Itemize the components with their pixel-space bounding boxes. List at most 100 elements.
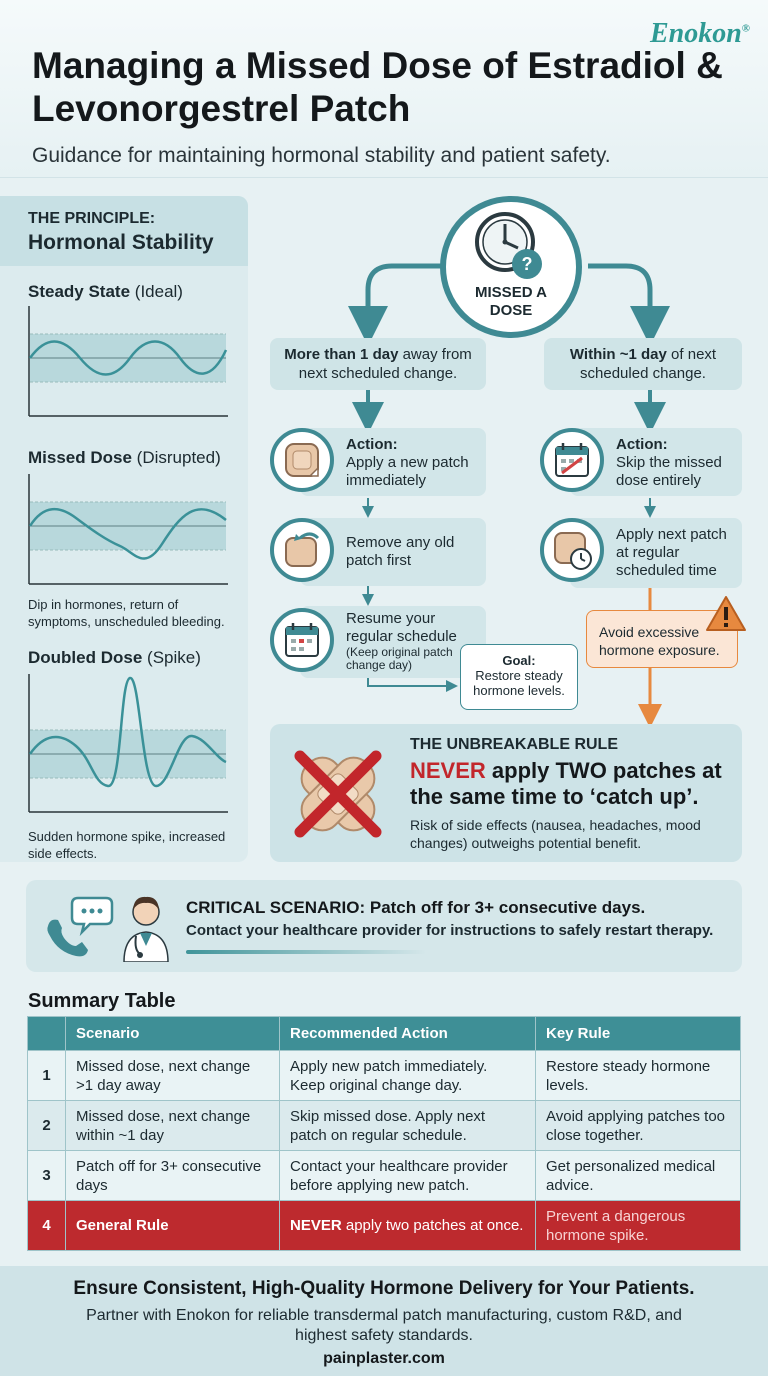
- critical-accent-bar: [186, 950, 426, 954]
- row-num: 3: [27, 1150, 66, 1201]
- left-step-resume-text: Resume your regular schedule: [346, 610, 457, 645]
- header-scenario: Scenario: [65, 1016, 280, 1051]
- row-scenario: Missed dose, next change within ~1 day: [65, 1100, 280, 1151]
- principle-panel: THE PRINCIPLE: Hormonal Stability Steady…: [0, 196, 248, 862]
- left-step-remove-text: Remove any old patch first: [346, 534, 455, 569]
- brand-mark: ®: [741, 22, 750, 35]
- branch-right-text: of next scheduled change.: [580, 346, 717, 382]
- rule-main-text: apply TWO patches at the same time to ‘c…: [410, 758, 722, 809]
- remove-patch-icon-circle: [270, 518, 334, 582]
- missed-dose-chart: [28, 474, 228, 585]
- patch-clock-icon: [554, 532, 592, 570]
- patch-icon: [285, 443, 319, 477]
- left-step-resume: Resume your regular schedule (Keep origin…: [300, 606, 486, 678]
- branch-left-bold: More than 1 day: [284, 346, 399, 363]
- header-action: Recommended Action: [279, 1016, 536, 1051]
- calendar-icon: [285, 623, 319, 657]
- row-num: 4: [27, 1200, 66, 1251]
- row-rule: Avoid applying patches too close togethe…: [535, 1100, 741, 1151]
- steady-state-name: Steady State: [28, 282, 131, 301]
- brand-logo: Enokon®: [650, 18, 750, 50]
- rule-main: NEVER apply TWO patches at the same time…: [410, 758, 740, 810]
- rule-kicker: THE UNBREAKABLE RULE: [410, 736, 618, 753]
- branch-right-bold: Within ~1 day: [569, 346, 667, 363]
- summary-title: Summary Table: [28, 990, 176, 1012]
- row-action-never: NEVER: [290, 1217, 342, 1234]
- right-step-next-text: Apply next patch at regular scheduled ti…: [616, 526, 727, 579]
- goal-text: Restore steady hormone levels.: [473, 668, 565, 698]
- critical-scenario-panel: CRITICAL SCENARIO: Patch off for 3+ cons…: [26, 880, 742, 972]
- missed-dose-label: MISSED A DOSE: [475, 284, 547, 319]
- row-rule: Get personalized medical advice.: [535, 1150, 741, 1201]
- footer: Ensure Consistent, High-Quality Hormone …: [0, 1266, 768, 1376]
- svg-text:?: ?: [522, 254, 533, 274]
- row-scenario: Patch off for 3+ consecutive days: [65, 1150, 280, 1201]
- doubled-dose-name: Doubled Dose: [28, 648, 143, 667]
- critical-text: Contact your healthcare provider for ins…: [186, 922, 714, 939]
- header-rule: Key Rule: [535, 1016, 741, 1051]
- left-step-action: Action: Apply a new patch immediately: [300, 428, 486, 496]
- right-step-action-text: Skip the missed dose entirely: [616, 454, 722, 489]
- page-title: Managing a Missed Dose of Estradiol & Le…: [32, 45, 723, 129]
- row-action: NEVER apply two patches at once.: [279, 1200, 536, 1251]
- flow-connectors: [348, 263, 670, 728]
- footer-headline: Ensure Consistent, High-Quality Hormone …: [73, 1278, 695, 1299]
- row-rule: Prevent a dangerous hormone spike.: [535, 1200, 741, 1251]
- left-step-resume-note: (Keep original patch change day): [346, 645, 453, 672]
- steady-state-qualifier: (Ideal): [134, 282, 183, 301]
- row-num: 2: [27, 1100, 66, 1151]
- summary-table: Scenario Recommended Action Key Rule 1 M…: [27, 1016, 741, 1251]
- table-header-row: Scenario Recommended Action Key Rule: [27, 1016, 741, 1051]
- doubled-dose-qualifier: (Spike): [147, 648, 201, 667]
- steady-state-chart: [28, 306, 228, 417]
- row-action: Contact your healthcare provider before …: [279, 1150, 536, 1201]
- principle-kicker: THE PRINCIPLE:: [28, 210, 156, 227]
- left-step-action-text: Apply a new patch immediately: [346, 454, 469, 489]
- no-double-patch-icon: [294, 750, 382, 838]
- branch-left-text: away from next scheduled change.: [298, 346, 472, 382]
- doubled-dose-caption: Sudden hormone spike, increased side eff…: [28, 829, 226, 861]
- table-row: 3 Patch off for 3+ consecutive days Cont…: [27, 1150, 741, 1201]
- missed-dose-title: Missed Dose (Disrupted): [28, 448, 221, 468]
- row-scenario: Missed dose, next change >1 day away: [65, 1050, 280, 1101]
- row-action: Apply new patch immediately. Keep origin…: [279, 1050, 536, 1101]
- warning-text: Avoid excessive hormone exposure.: [599, 624, 720, 658]
- rule-note: Risk of side effects (nausea, headaches,…: [410, 817, 701, 851]
- steady-state-title: Steady State (Ideal): [28, 282, 183, 302]
- unbreakable-rule-panel: THE UNBREAKABLE RULE NEVER apply TWO pat…: [270, 724, 742, 862]
- missed-dose-caption: Dip in hormones, return of symptoms, uns…: [28, 597, 225, 629]
- left-step-action-bold: Action:: [346, 436, 398, 453]
- table-row: 2 Missed dose, next change within ~1 day…: [27, 1100, 741, 1151]
- table-row: 1 Missed dose, next change >1 day away A…: [27, 1050, 741, 1101]
- page-subtitle: Guidance for maintaining hormonal stabil…: [32, 144, 611, 167]
- goal-callout: Goal: Restore steady hormone levels.: [460, 644, 578, 710]
- row-action: Skip missed dose. Apply next patch on re…: [279, 1100, 536, 1151]
- row-num: 1: [27, 1050, 66, 1101]
- row-scenario: General Rule: [65, 1200, 280, 1251]
- missed-dose-qualifier: (Disrupted): [136, 448, 221, 467]
- doubled-dose-chart: [28, 674, 228, 813]
- skip-calendar-icon-circle: [540, 428, 604, 492]
- row-action-text: apply two patches at once.: [345, 1217, 524, 1234]
- skip-calendar-icon: [555, 443, 589, 477]
- branch-left-box: More than 1 day away from next scheduled…: [270, 338, 486, 390]
- phone-doctor-icon: [47, 896, 169, 962]
- header: [0, 0, 768, 178]
- row-rule: Restore steady hormone levels.: [535, 1050, 741, 1101]
- goal-bold: Goal:: [502, 653, 536, 668]
- table-row-general-rule: 4 General Rule NEVER apply two patches a…: [27, 1200, 741, 1251]
- missed-dose-name: Missed Dose: [28, 448, 132, 467]
- clock-question-icon: ?: [475, 212, 542, 279]
- branch-right-box: Within ~1 day of next scheduled change.: [544, 338, 742, 390]
- header-num: [27, 1016, 66, 1051]
- principle-title: Hormonal Stability: [28, 231, 214, 254]
- calendar-icon-circle: [270, 608, 334, 672]
- rule-never: NEVER: [410, 758, 486, 783]
- critical-title: CRITICAL SCENARIO: Patch off for 3+ cons…: [186, 898, 646, 917]
- warning-box: Avoid excessive hormone exposure.: [586, 610, 738, 668]
- brand-name: Enokon: [649, 18, 742, 49]
- doubled-dose-title: Doubled Dose (Spike): [28, 648, 201, 668]
- footer-url[interactable]: painplaster.com: [323, 1350, 445, 1367]
- patch-icon-circle: [270, 428, 334, 492]
- footer-text: Partner with Enokon for reliable transde…: [86, 1307, 682, 1344]
